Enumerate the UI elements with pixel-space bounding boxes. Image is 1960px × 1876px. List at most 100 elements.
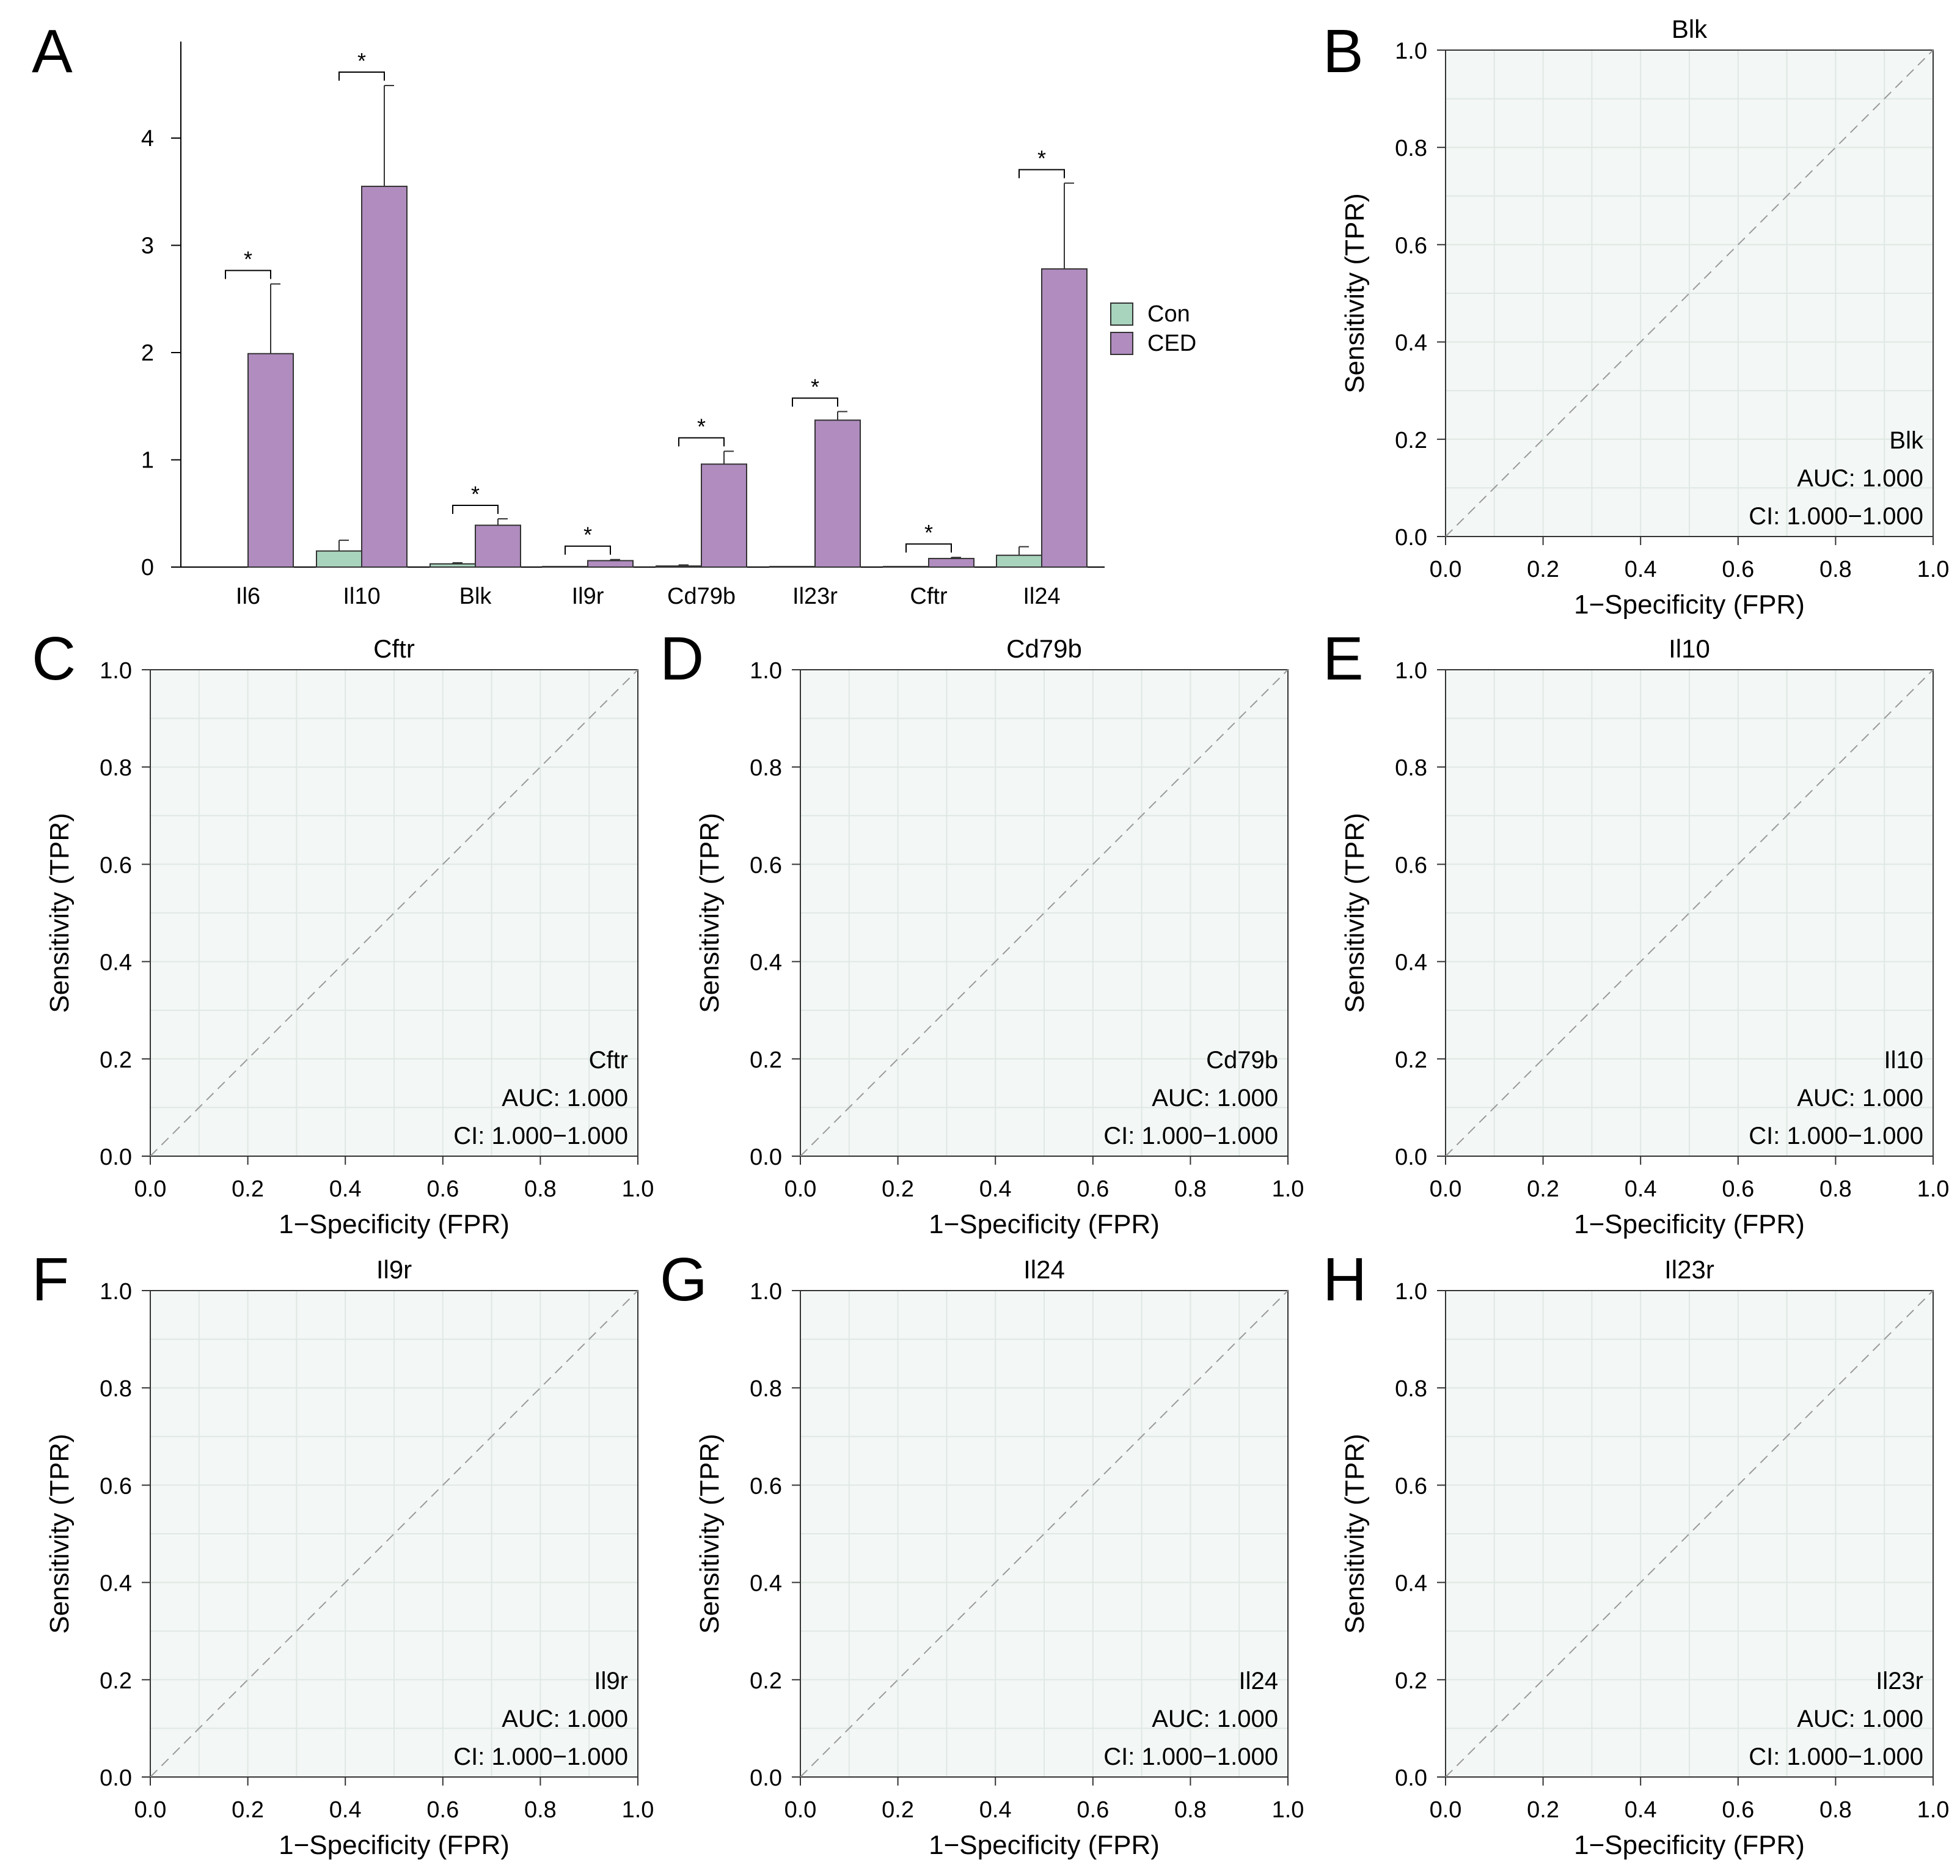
roc-gene-label: Il9r	[594, 1668, 628, 1695]
y-tick-label: 0.6	[750, 852, 782, 878]
y-tick-label: 0.6	[1395, 233, 1427, 258]
panel-letter: B	[1323, 17, 1364, 86]
legend-swatch-ced	[1110, 332, 1133, 355]
x-tick-label: 0.8	[1819, 557, 1852, 582]
x-tick-label: 0.6	[426, 1176, 459, 1202]
y-tick-label: 0.0	[100, 1145, 132, 1170]
plot-frame	[1445, 1290, 1934, 1778]
panel-letter: C	[32, 625, 76, 693]
y-tick-label: 0.4	[750, 950, 782, 976]
x-tick-label: 0.4	[1625, 1797, 1657, 1823]
legend-label-ced: CED	[1147, 331, 1196, 356]
significance-star: *	[471, 482, 480, 507]
y-tick-label: 0.2	[1395, 1047, 1427, 1073]
significance-star: *	[583, 522, 592, 548]
y-tick-label: 0.2	[750, 1047, 782, 1073]
significance-star: *	[924, 520, 933, 545]
y-tick-label: 0.4	[750, 1571, 782, 1597]
x-tick-label: 0.8	[524, 1797, 557, 1823]
roc-gene-label: Il24	[1239, 1668, 1279, 1695]
panel-letter: H	[1323, 1245, 1367, 1314]
y-tick-label: 0.0	[750, 1145, 782, 1170]
y-tick-label: 0.0	[1395, 1145, 1427, 1170]
y-tick-label: 0.6	[100, 852, 132, 878]
significance-bracket	[678, 437, 725, 447]
y-axis-label: Sensitivity (TPR)	[695, 1434, 725, 1634]
y-tick-label: 0.6	[1395, 1473, 1427, 1499]
panel-title: Blk	[1672, 15, 1708, 43]
panel-b-roc: 0.00.0 0.2 0.2 0.4 0.4 0.6 0.6 0.8 0.8 1.0 1.0 Blk 1…	[1323, 15, 1949, 620]
y-tick-label: 2	[141, 340, 154, 366]
x-tick-label: 0.6	[1722, 1176, 1754, 1202]
panel-title: Cftr	[373, 634, 415, 663]
x-axis-label: 1−Specificity (FPR)	[279, 1209, 510, 1239]
x-tick-label: 0.4	[1625, 1176, 1657, 1202]
legend-swatch-con	[1110, 302, 1133, 326]
y-tick-label: 1.0	[1395, 1279, 1427, 1305]
ci-label: CI: 1.000−1.000	[453, 1743, 628, 1770]
x-tick-label: 0.2	[1527, 1176, 1559, 1202]
plot-frame	[1445, 49, 1934, 537]
x-tick-label: Cd79b	[667, 584, 736, 609]
y-axis-label: Sensitivity (TPR)	[1340, 1434, 1370, 1634]
x-tick-label: 0.0	[1430, 557, 1462, 582]
panel-title: Il10	[1669, 634, 1710, 663]
x-tick-label: 0.4	[329, 1176, 362, 1202]
x-tick-label: 1.0	[1917, 1797, 1950, 1823]
bar-con	[996, 554, 1042, 568]
x-axis-label: 1−Specificity (FPR)	[279, 1830, 510, 1860]
x-tick-label: 0.6	[1722, 557, 1754, 582]
roc-gene-label: Blk	[1889, 427, 1924, 454]
y-tick-label: 4	[141, 126, 154, 152]
significance-star: *	[1037, 146, 1046, 171]
y-axis-label: Sensitivity (TPR)	[1340, 193, 1370, 394]
y-tick-label: 0.8	[1395, 136, 1427, 161]
y-tick-label: 0.8	[750, 755, 782, 781]
plot-frame	[1445, 669, 1934, 1157]
x-tick-label: 0.8	[1819, 1797, 1852, 1823]
y-tick-label: 0.0	[100, 1765, 132, 1791]
x-tick-label: 0.2	[1527, 557, 1559, 582]
reference-diagonal	[150, 1290, 638, 1778]
ci-label: CI: 1.000−1.000	[453, 1123, 628, 1149]
y-tick-label: 0.6	[750, 1473, 782, 1499]
x-axis-label: 1−Specificity (FPR)	[1574, 1209, 1805, 1239]
y-tick-label: 0.0	[1395, 1765, 1427, 1791]
panel-title: Il24	[1023, 1255, 1065, 1284]
y-tick-label: 0.8	[100, 755, 132, 781]
reference-diagonal	[1445, 49, 1934, 537]
reference-diagonal	[1445, 1290, 1934, 1778]
x-tick-label: 1.0	[1272, 1176, 1304, 1202]
roc-gene-label: Il10	[1884, 1047, 1924, 1074]
x-tick-label: 0.4	[1625, 557, 1657, 582]
bar-ced	[701, 463, 747, 568]
x-axis-label: 1−Specificity (FPR)	[1574, 590, 1805, 620]
y-axis-label: Sensitivity (TPR)	[45, 813, 75, 1013]
bar-con	[430, 563, 476, 568]
significance-bracket	[225, 269, 271, 279]
bar-ced	[928, 557, 975, 568]
x-tick-label: Il24	[1023, 584, 1060, 609]
panel-letter: F	[32, 1245, 69, 1314]
roc-gene-label: Cd79b	[1206, 1047, 1278, 1074]
bar-ced	[1041, 268, 1088, 568]
ci-label: CI: 1.000−1.000	[1749, 503, 1923, 530]
y-tick-label: 0.2	[1395, 428, 1427, 453]
auc-label: AUC: 1.000	[502, 1706, 628, 1732]
y-tick-label: 1.0	[100, 658, 132, 684]
bar-ced	[475, 524, 521, 568]
significance-star: *	[357, 48, 366, 73]
panel-f-roc: 0.00.0 0.2 0.2 0.4 0.4 0.6 0.6 0.8 0.8 1.0 1.0 Il9r…	[32, 1245, 654, 1860]
bar-ced	[587, 560, 634, 568]
x-tick-label: 0.4	[979, 1797, 1012, 1823]
panel-letter: E	[1323, 625, 1364, 693]
y-tick-label: 0.4	[100, 1571, 132, 1597]
x-tick-label: 1.0	[1917, 1176, 1950, 1202]
y-tick-label: 1.0	[1395, 658, 1427, 684]
x-tick-label: 0.6	[1722, 1797, 1754, 1823]
y-tick-label: 1.0	[1395, 38, 1427, 64]
significance-bracket	[792, 397, 838, 407]
significance-bracket	[452, 505, 499, 515]
x-tick-label: 1.0	[622, 1176, 654, 1202]
panel-letter: G	[660, 1245, 708, 1314]
